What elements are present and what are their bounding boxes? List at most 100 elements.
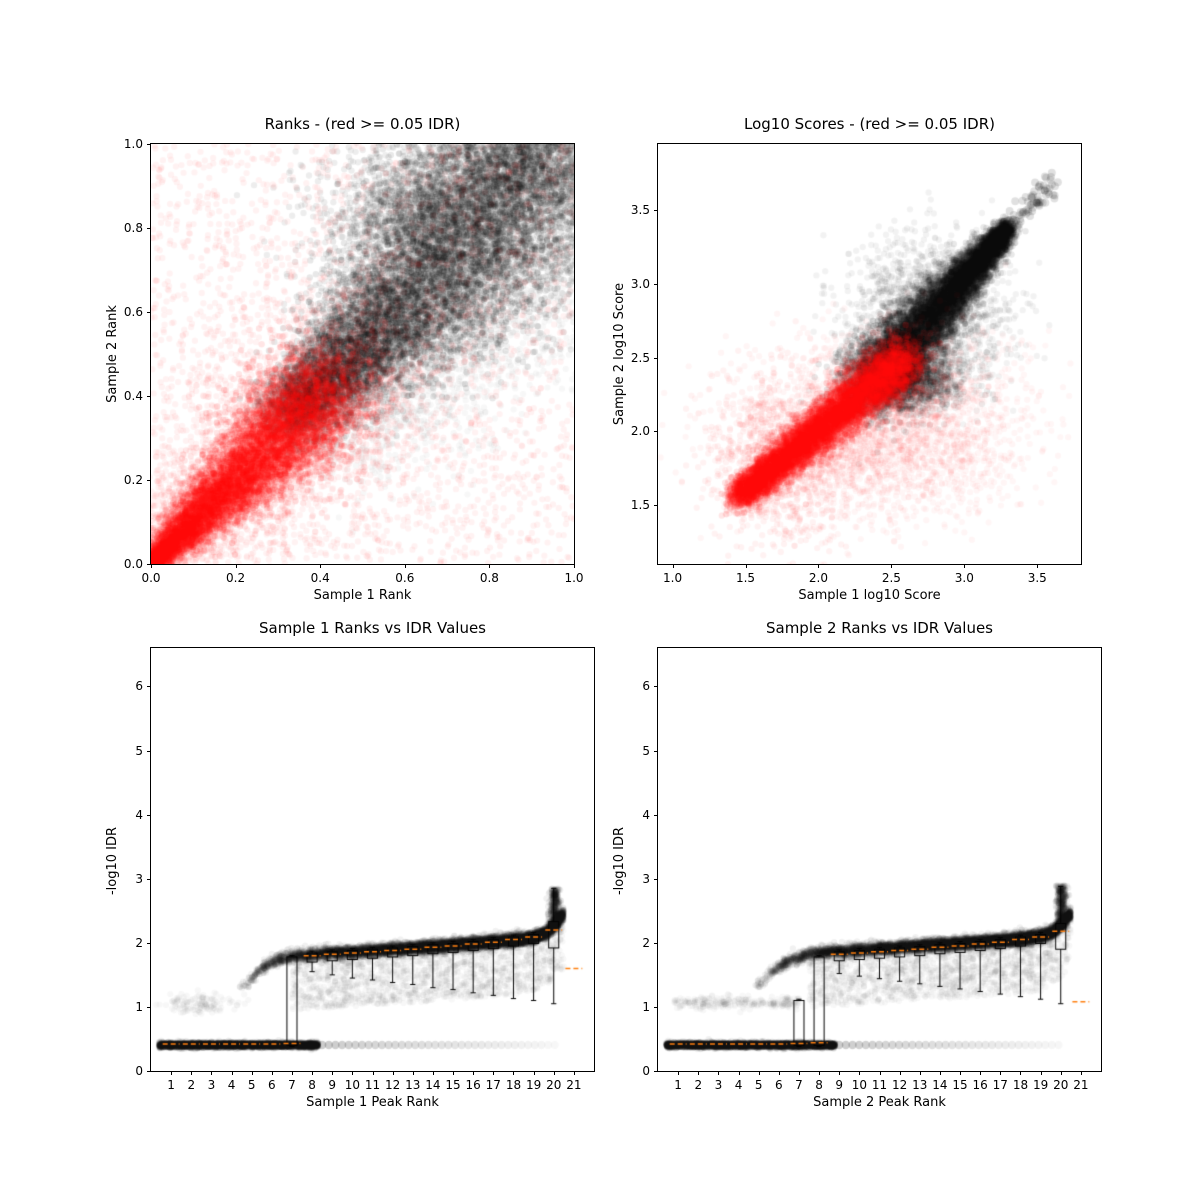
y-tick-mark <box>147 878 151 880</box>
x-tick-mark <box>191 1071 193 1075</box>
x-axis-label: Sample 1 Rank <box>313 588 412 603</box>
x-tick-label: 2 <box>694 1078 703 1092</box>
y-tick-label: 2.5 <box>630 350 650 365</box>
y-axis-label: Sample 2 Rank <box>105 305 120 403</box>
y-tick-mark <box>147 312 151 313</box>
plot-title: Sample 1 Ranks vs IDR Values <box>258 619 486 637</box>
y-tick-label: 0 <box>642 1064 650 1078</box>
y-tick-label: 0.8 <box>123 221 143 235</box>
x-tick-label: 11 <box>871 1078 888 1092</box>
x-tick-mark <box>964 564 966 568</box>
x-tick-label: 7 <box>288 1078 296 1092</box>
plot-title: Ranks - (red >= 0.05 IDR) <box>264 115 461 133</box>
x-tick-label: 4 <box>734 1078 743 1092</box>
x-tick-label: 0.4 <box>310 571 330 585</box>
x-tick-label: 14 <box>425 1078 441 1092</box>
x-tick-mark <box>1040 1071 1042 1075</box>
y-tick-label: 2.0 <box>630 424 650 439</box>
plot-title: Sample 2 Ranks vs IDR Values <box>765 619 993 637</box>
x-tick-mark <box>778 1071 780 1075</box>
x-tick-label: 20 <box>1053 1078 1069 1092</box>
y-tick-mark <box>654 814 658 816</box>
x-tick-label: 0.0 <box>141 571 161 585</box>
y-tick-mark <box>654 686 658 688</box>
x-tick-label: 14 <box>932 1078 948 1092</box>
y-tick-mark <box>654 357 658 359</box>
x-tick-mark <box>332 1071 334 1075</box>
x-tick-mark <box>672 564 674 568</box>
y-tick-mark <box>147 564 151 565</box>
x-tick-mark <box>574 564 575 568</box>
sample2-idr-canvas <box>658 648 1101 1071</box>
x-tick-label: 1 <box>167 1078 175 1092</box>
x-tick-mark <box>1060 1071 1062 1075</box>
x-tick-mark <box>798 1071 800 1075</box>
x-tick-mark <box>919 1071 921 1075</box>
y-axis-label: -log10 IDR <box>612 826 627 896</box>
x-tick-label: 18 <box>1012 1078 1029 1092</box>
x-tick-label: 15 <box>952 1078 968 1092</box>
x-axis-label: Sample 2 Peak Rank <box>813 1095 946 1110</box>
x-tick-mark <box>745 564 747 568</box>
log10-scores-scatter-canvas <box>658 144 1081 564</box>
y-tick-mark <box>654 505 658 507</box>
x-tick-mark <box>1000 1071 1002 1075</box>
x-tick-mark <box>453 1071 455 1075</box>
y-tick-label: 2 <box>642 935 650 950</box>
x-tick-label: 13 <box>912 1078 928 1092</box>
x-tick-label: 9 <box>328 1078 337 1092</box>
x-tick-label: 15 <box>445 1078 461 1092</box>
y-tick-mark <box>654 1006 658 1008</box>
subplot-sample2-idr: Sample 2 Ranks vs IDR Values Sample 2 Pe… <box>612 619 1102 1110</box>
y-tick-label: 6 <box>135 679 143 694</box>
x-tick-label: 8 <box>815 1078 823 1092</box>
x-tick-label: 2.5 <box>881 571 901 585</box>
y-tick-label: 5 <box>642 743 650 758</box>
x-tick-label: 12 <box>891 1078 908 1092</box>
x-tick-label: 21 <box>1073 1078 1089 1092</box>
y-tick-mark <box>147 686 151 688</box>
x-tick-mark <box>404 564 406 568</box>
x-tick-mark <box>718 1071 720 1075</box>
x-tick-mark <box>698 1071 700 1075</box>
x-tick-mark <box>573 1071 575 1075</box>
x-tick-label: 1.0 <box>564 571 584 585</box>
x-tick-label: 2 <box>187 1078 196 1092</box>
x-tick-mark <box>231 1071 233 1075</box>
x-tick-mark <box>432 1071 434 1075</box>
x-tick-label: 21 <box>566 1078 582 1092</box>
x-tick-mark <box>312 1071 314 1075</box>
y-tick-mark <box>654 750 658 752</box>
subplot-log10-scores: Log10 Scores - (red >= 0.05 IDR) Sample … <box>612 115 1082 603</box>
x-tick-mark <box>473 1071 475 1075</box>
x-tick-mark <box>839 1071 841 1075</box>
x-tick-mark <box>251 1071 253 1075</box>
x-tick-mark <box>980 1071 982 1075</box>
x-tick-label: 12 <box>384 1078 401 1092</box>
x-tick-mark <box>372 1071 374 1075</box>
y-tick-mark <box>654 431 658 433</box>
y-tick-mark <box>654 1071 658 1072</box>
x-tick-label: 17 <box>992 1078 1008 1092</box>
x-tick-label: 16 <box>972 1078 988 1092</box>
y-tick-mark <box>147 1071 151 1072</box>
y-tick-mark <box>147 814 151 816</box>
y-tick-label: 3 <box>135 871 143 886</box>
x-tick-mark <box>899 1071 901 1075</box>
x-tick-label: 5 <box>247 1078 256 1092</box>
x-tick-label: 9 <box>835 1078 844 1092</box>
x-tick-mark <box>818 564 820 568</box>
x-tick-label: 3 <box>207 1078 216 1092</box>
x-tick-mark <box>211 1071 213 1075</box>
y-tick-label: 5 <box>135 743 143 758</box>
x-tick-mark <box>939 1071 941 1075</box>
x-tick-mark <box>758 1071 760 1075</box>
y-tick-mark <box>147 750 151 752</box>
x-tick-label: 2.0 <box>808 571 828 585</box>
y-axis-label: Sample 2 log10 Score <box>612 282 627 426</box>
x-tick-label: 13 <box>405 1078 421 1092</box>
x-tick-label: 10 <box>851 1078 867 1092</box>
x-tick-mark <box>171 1071 173 1075</box>
x-tick-mark <box>1020 1071 1022 1075</box>
x-tick-mark <box>960 1071 962 1075</box>
